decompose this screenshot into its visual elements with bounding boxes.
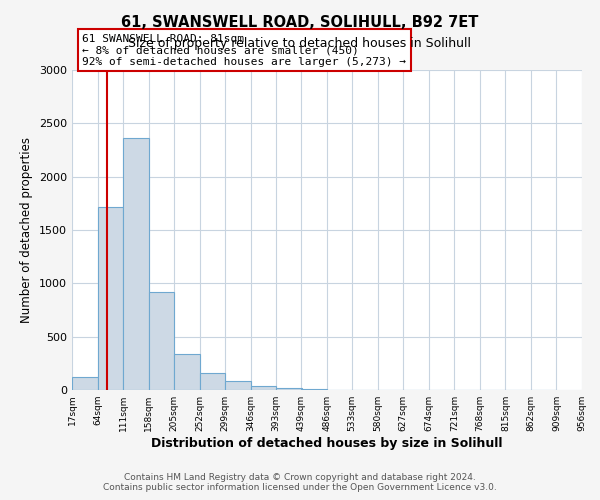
- Bar: [149, 292, 174, 390]
- X-axis label: Distribution of detached houses by size in Solihull: Distribution of detached houses by size …: [151, 437, 503, 450]
- Text: 61, SWANSWELL ROAD, SOLIHULL, B92 7ET: 61, SWANSWELL ROAD, SOLIHULL, B92 7ET: [121, 15, 479, 30]
- Bar: [276, 388, 302, 390]
- Bar: [98, 206, 123, 390]
- Bar: [200, 374, 225, 390]
- Y-axis label: Number of detached properties: Number of detached properties: [20, 137, 34, 323]
- Bar: [225, 382, 251, 390]
- Text: Size of property relative to detached houses in Solihull: Size of property relative to detached ho…: [128, 38, 472, 51]
- Bar: [251, 386, 276, 390]
- Text: 61 SWANSWELL ROAD: 81sqm
← 8% of detached houses are smaller (450)
92% of semi-d: 61 SWANSWELL ROAD: 81sqm ← 8% of detache…: [82, 34, 406, 67]
- Bar: [72, 376, 98, 390]
- Text: Contains HM Land Registry data © Crown copyright and database right 2024.
Contai: Contains HM Land Registry data © Crown c…: [103, 473, 497, 492]
- Bar: [123, 138, 149, 390]
- Bar: [174, 354, 200, 390]
